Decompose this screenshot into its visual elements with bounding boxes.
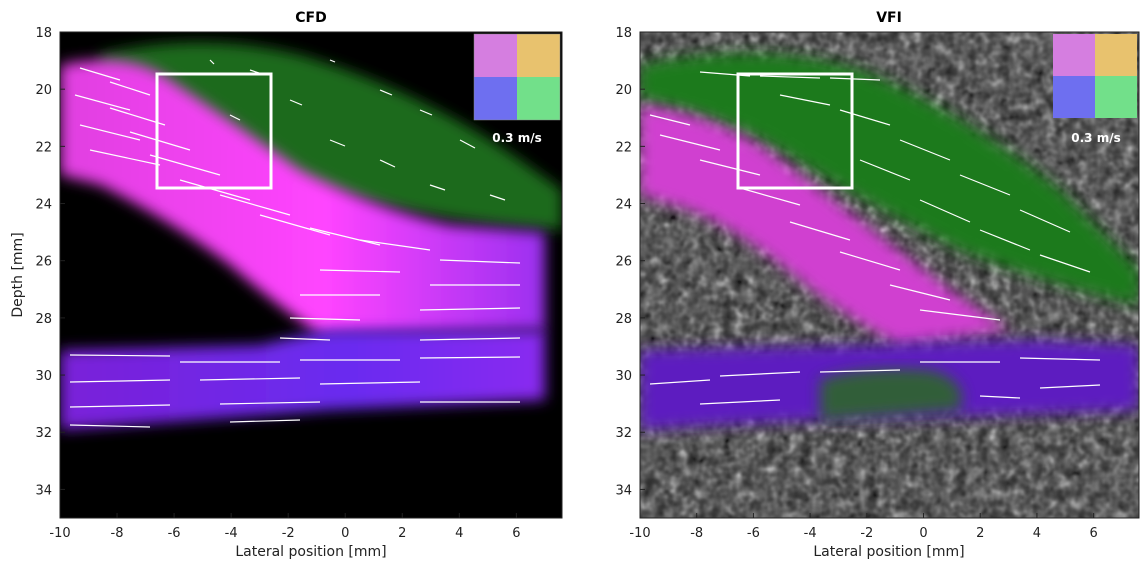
cfd-velocity-arrows: [69, 59, 521, 428]
vfi-title: VFI: [876, 10, 902, 26]
x-tick-label: -2: [860, 526, 873, 541]
cfd-flow-field: 0.3 m/s: [60, 33, 562, 430]
cfd-title: CFD: [295, 10, 326, 26]
x-tick-label: 2: [976, 526, 984, 541]
vfi-velocity-arrows: [649, 71, 1101, 405]
y-tick-label: 20: [615, 83, 632, 98]
vfi-axes-frame: [639, 31, 1140, 519]
x-tick-label: -10: [49, 526, 70, 541]
cfd-axes-frame: [59, 31, 563, 519]
y-tick-label: 18: [35, 26, 52, 41]
x-tick-label: -8: [690, 526, 703, 541]
x-tick-label: 4: [455, 526, 463, 541]
vfi-flow-field: 0.3 m/s: [640, 32, 1139, 518]
y-tick-label: 30: [615, 369, 632, 384]
vfi-upper-branch-region: [640, 53, 1139, 305]
x-tick-label: 6: [512, 526, 520, 541]
x-tick-label: -6: [168, 526, 181, 541]
y-tick-label: 22: [35, 140, 52, 155]
x-tick-label: 2: [398, 526, 406, 541]
vfi-scale-label: 0.3 m/s: [1071, 131, 1120, 145]
cfd-main-channel-region: [60, 60, 545, 335]
cfd-x-axis-label: Lateral position [mm]: [235, 544, 386, 560]
x-tick-label: -10: [629, 526, 650, 541]
x-tick-label: 0: [341, 526, 349, 541]
y-tick-label: 28: [35, 312, 52, 327]
cfd-lower-branch-region: [60, 330, 545, 430]
x-tick-label: 6: [1089, 526, 1097, 541]
y-tick-label: 24: [35, 198, 52, 213]
vfi-lower-green-patch: [820, 368, 962, 420]
vfi-panel: VFI: [615, 10, 1140, 560]
x-tick-label: 0: [919, 526, 927, 541]
cfd-x-axis: -10 -8 -6 -4 -2 0 2 4 6: [49, 513, 521, 541]
vfi-x-axis-label: Lateral position [mm]: [813, 544, 964, 560]
cfd-panel: CFD: [10, 10, 563, 560]
y-tick-label: 22: [615, 140, 632, 155]
y-tick-label: 30: [35, 369, 52, 384]
y-tick-label: 24: [615, 198, 632, 213]
y-tick-label: 34: [35, 483, 52, 498]
x-tick-label: 4: [1033, 526, 1041, 541]
vfi-x-axis: -10 -8 -6 -4 -2 0 2 4 6: [629, 513, 1098, 541]
cfd-y-axis: 18 20 22 24 26 28 30 32 34: [35, 26, 65, 498]
cfd-upper-branch-region: [100, 42, 562, 230]
vfi-y-axis: 18 20 22 24 26 28 30 32 34: [615, 26, 645, 498]
x-tick-label: -8: [111, 526, 124, 541]
y-tick-label: 34: [615, 483, 632, 498]
cfd-roi-box: [155, 72, 273, 190]
vfi-main-channel-region: [640, 105, 1010, 345]
cfd-y-axis-label: Depth [mm]: [10, 232, 26, 317]
vfi-color-wheel-legend: [1053, 34, 1137, 118]
y-tick-label: 26: [35, 255, 52, 270]
y-tick-label: 32: [35, 426, 52, 441]
vfi-roi-box: [736, 72, 854, 190]
y-tick-label: 32: [615, 426, 632, 441]
y-tick-label: 20: [35, 83, 52, 98]
y-tick-label: 18: [615, 26, 632, 41]
cfd-scale-label: 0.3 m/s: [492, 131, 541, 145]
y-tick-label: 28: [615, 312, 632, 327]
x-tick-label: -6: [747, 526, 760, 541]
y-tick-label: 26: [615, 255, 632, 270]
cfd-color-wheel-legend: [473, 33, 561, 121]
x-tick-label: -2: [282, 526, 295, 541]
x-tick-label: -4: [804, 526, 817, 541]
x-tick-label: -4: [225, 526, 238, 541]
